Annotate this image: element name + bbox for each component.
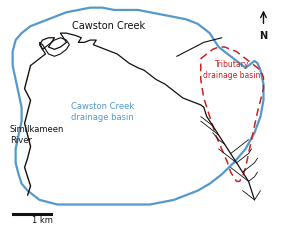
Text: Cawston Creek: Cawston Creek [72, 21, 145, 31]
Text: Cawston Creek
drainage basin: Cawston Creek drainage basin [70, 102, 134, 122]
Text: 1 km: 1 km [32, 216, 53, 225]
Text: Similkameen
River: Similkameen River [10, 125, 64, 145]
Text: N: N [260, 31, 268, 41]
Text: Tributary
drainage basin: Tributary drainage basin [203, 60, 261, 80]
